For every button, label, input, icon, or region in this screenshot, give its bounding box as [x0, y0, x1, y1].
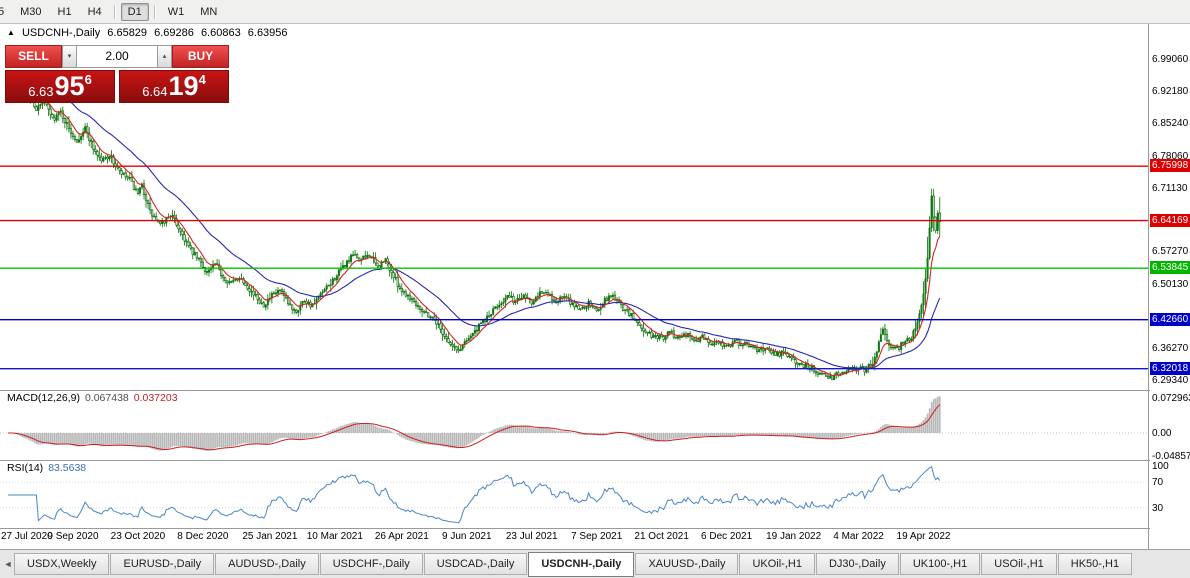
buy-price-display[interactable]: 6.64 19 4: [119, 70, 229, 103]
price-level-badge: 6.42660: [1150, 312, 1190, 326]
timeframe-button-d1[interactable]: D1: [120, 2, 149, 21]
price-level-badge: 6.32018: [1150, 361, 1190, 375]
macd-axis-label: -0.04857: [1152, 451, 1190, 463]
date-axis-label: 27 Jul 2020: [1, 531, 53, 542]
date-axis-label: 21 Oct 2021: [634, 531, 689, 542]
sell-price-point: 6: [84, 72, 92, 87]
volume-decrease-button[interactable]: ▾: [62, 45, 77, 68]
one-click-panel-toggle-icon[interactable]: ▲: [7, 28, 15, 37]
date-axis-label: 23 Oct 2020: [110, 531, 166, 542]
timeframe-button-h4[interactable]: H4: [87, 5, 102, 18]
date-axis-label: 19 Jan 2022: [766, 531, 822, 542]
date-axis-label: 23 Jul 2021: [505, 531, 558, 542]
date-axis-label: 4 Mar 2022: [833, 531, 884, 542]
price-axis-label: 6.99060: [1152, 54, 1189, 65]
toolbar-separator: [113, 4, 116, 19]
sell-price-display[interactable]: 6.63 95 6: [5, 70, 115, 103]
tab-dj30-daily[interactable]: DJ30-,Daily: [815, 553, 899, 575]
tab-audusd-daily[interactable]: AUDUSD-,Daily: [215, 553, 319, 575]
tab-usdcad-daily[interactable]: USDCAD-,Daily: [423, 553, 528, 575]
rsi-axis-label: 100: [1152, 461, 1169, 472]
price-level-badge: 6.64169: [1150, 213, 1190, 227]
toolbar-separator: [153, 4, 156, 19]
date-axis-label: 10 Mar 2021: [306, 531, 363, 542]
timeframe-toolbar: 5 M30 H1 H4 D1 W1 MN: [0, 0, 1190, 24]
tab-usoil-h1[interactable]: USOil-,H1: [981, 553, 1057, 575]
ohlc-low: 6.60863: [200, 27, 241, 39]
chart-title-bar: ▲ USDCNH-,Daily 6.65829 6.69286 6.60863 …: [7, 27, 292, 39]
tab-scroll-left-icon[interactable]: ◄: [3, 559, 13, 569]
time-axis[interactable]: 27 Jul 2020 9 Sep 2020 23 Oct 2020 8 Dec 20…: [0, 531, 1148, 548]
price-axis-label: 6.36270: [1152, 343, 1189, 355]
timeframe-button-m30[interactable]: M30: [20, 5, 42, 18]
one-click-trading-panel: SELL ▾ 2.00 ▴ BUY 6.63 95 6 6.64 19 4: [5, 45, 229, 103]
ohlc-close: 6.63956: [247, 27, 288, 39]
price-axis-label: 6.50130: [1152, 279, 1189, 291]
macd-value: 0.067438: [84, 392, 129, 404]
rsi-value: 83.5638: [48, 462, 87, 474]
macd-axis-label: 0.00: [1152, 428, 1172, 439]
tab-ukoil-h1[interactable]: UKOil-,H1: [739, 553, 815, 575]
tab-eurusd-daily[interactable]: EURUSD-,Daily: [110, 553, 215, 575]
candlestick-chart[interactable]: [0, 0, 1190, 549]
date-axis-label: 9 Jun 2021: [442, 531, 492, 542]
rsi-indicator-label: RSI(14) 83.5638: [7, 462, 86, 474]
date-axis-label: 19 Apr 2022: [896, 531, 951, 542]
macd-name: MACD(12,26,9): [7, 392, 80, 404]
price-axis-label: 6.78060: [1152, 150, 1189, 162]
price-axis-label: 6.71130: [1152, 182, 1188, 194]
date-axis-label: 7 Sep 2021: [571, 531, 623, 542]
price-axis-label: 6.57270: [1152, 246, 1189, 258]
tab-uk100-h1[interactable]: UK100-,H1: [899, 553, 981, 575]
price-axis-label: 6.29340: [1152, 375, 1189, 386]
rsi-axis-label: 70: [1152, 477, 1164, 489]
timeframe-button-mn[interactable]: MN: [200, 5, 218, 18]
symbol-tab-bar: ◄ USDX,Weekly EURUSD-,Daily AUDUSD-,Daily US…: [0, 549, 1190, 578]
sell-price-pips: 95: [54, 71, 85, 101]
date-axis-label: 25 Jan 2021: [242, 531, 298, 542]
rsi-axis-label: 30: [1152, 502, 1164, 514]
timeframe-button-w1[interactable]: W1: [167, 5, 185, 18]
buy-price-whole: 6.64: [142, 84, 168, 99]
price-axis-label: 6.85240: [1152, 117, 1189, 129]
volume-input[interactable]: 2.00: [77, 45, 157, 68]
chart-symbol-label: USDCNH-,Daily: [21, 27, 101, 39]
price-axis[interactable]: 6.99060 6.92180 6.85240 6.78060 6.71130 6.572…: [1150, 0, 1190, 578]
price-axis-label: 6.92180: [1152, 85, 1189, 97]
tab-usdcnh-daily[interactable]: USDCNH-,Daily: [528, 551, 635, 577]
macd-indicator-label: MACD(12,26,9) 0.067438 0.037203: [7, 392, 178, 404]
buy-price-point: 4: [198, 72, 206, 87]
timeframe-button-h1[interactable]: H1: [57, 5, 72, 18]
price-level-badge: 6.53845: [1150, 261, 1190, 275]
ohlc-open: 6.65829: [107, 27, 148, 39]
tab-usdchf-daily[interactable]: USDCHF-,Daily: [319, 553, 423, 575]
ohlc-high: 6.69286: [154, 27, 194, 39]
macd-axis-label: 0.072963: [1152, 392, 1190, 404]
macd-signal-value: 0.037203: [133, 392, 178, 404]
date-axis-label: 9 Sep 2020: [47, 531, 99, 542]
price-level-badge: 6.75998: [1150, 159, 1190, 173]
rsi-name: RSI(14): [7, 462, 44, 474]
volume-increase-button[interactable]: ▴: [157, 45, 172, 68]
tab-xauusd-daily[interactable]: XAUUSD-,Daily: [635, 553, 739, 575]
tab-usdx-weekly[interactable]: USDX,Weekly: [14, 553, 110, 575]
buy-price-pips: 19: [168, 71, 199, 101]
date-axis-label: 6 Dec 2021: [701, 531, 753, 542]
timeframe-button-5[interactable]: 5: [0, 5, 5, 18]
tab-hk50-h1[interactable]: HK50-,H1: [1057, 553, 1133, 575]
sell-price-whole: 6.63: [28, 84, 54, 99]
sell-button[interactable]: SELL: [5, 45, 62, 68]
date-axis-label: 26 Apr 2021: [374, 531, 429, 542]
buy-button[interactable]: BUY: [172, 45, 229, 68]
date-axis-label: 8 Dec 2020: [177, 531, 229, 542]
